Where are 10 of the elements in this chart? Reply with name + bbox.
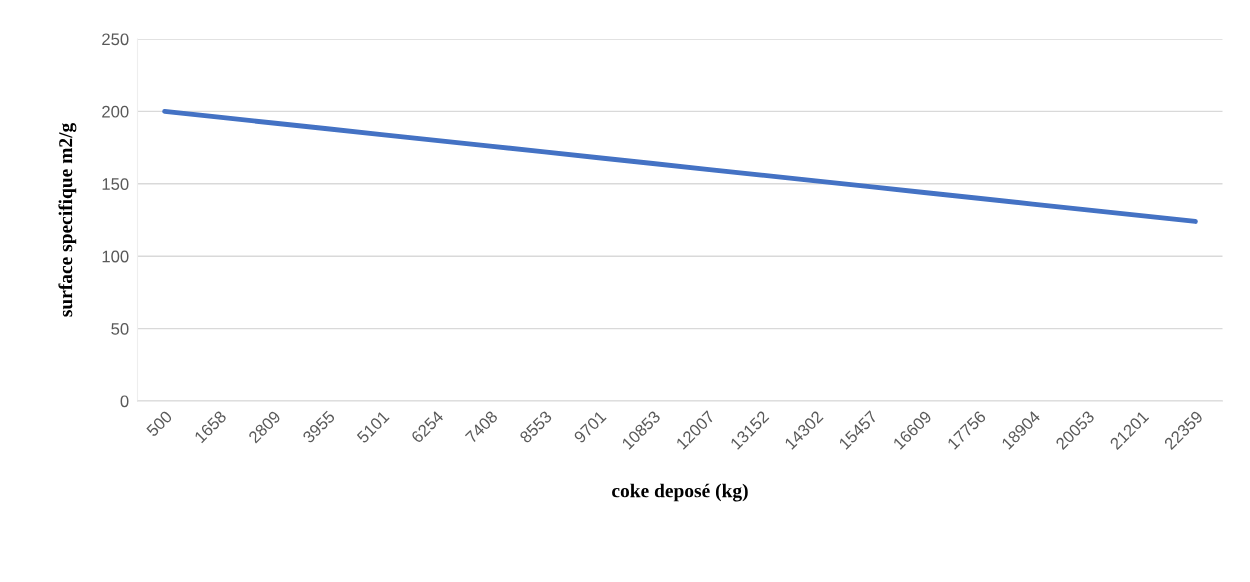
y-axis-title: surface specifique m2/g — [58, 122, 77, 317]
y-tick-label: 100 — [102, 250, 129, 263]
line-series — [162, 108, 1198, 224]
y-tick-label: 200 — [102, 105, 129, 118]
y-tick-label: 50 — [111, 323, 129, 335]
y-tick-label: 250 — [102, 33, 129, 46]
y-tick-label: 150 — [102, 178, 129, 190]
x-tick-label: 500 — [145, 410, 173, 438]
y-tick-label: 0 — [120, 395, 129, 408]
x-axis-title: coke deposé (kg) — [612, 483, 748, 502]
